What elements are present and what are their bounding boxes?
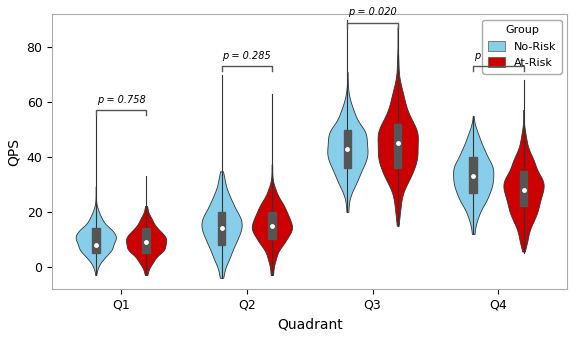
Bar xyxy=(519,171,528,207)
Text: p = 0.663: p = 0.663 xyxy=(474,51,523,61)
Bar xyxy=(470,157,477,193)
Bar xyxy=(92,228,99,253)
Bar xyxy=(344,129,351,168)
Text: p = 0.758: p = 0.758 xyxy=(96,95,145,105)
Bar xyxy=(142,228,150,253)
Y-axis label: QPS: QPS xyxy=(7,138,21,166)
Legend: No-Risk, At-Risk: No-Risk, At-Risk xyxy=(482,20,561,74)
Bar xyxy=(218,212,226,245)
Text: p = 0.285: p = 0.285 xyxy=(222,51,271,61)
X-axis label: Quadrant: Quadrant xyxy=(277,317,343,331)
Bar xyxy=(268,212,276,239)
Bar xyxy=(394,124,401,168)
Text: p = 0.020: p = 0.020 xyxy=(348,7,397,17)
